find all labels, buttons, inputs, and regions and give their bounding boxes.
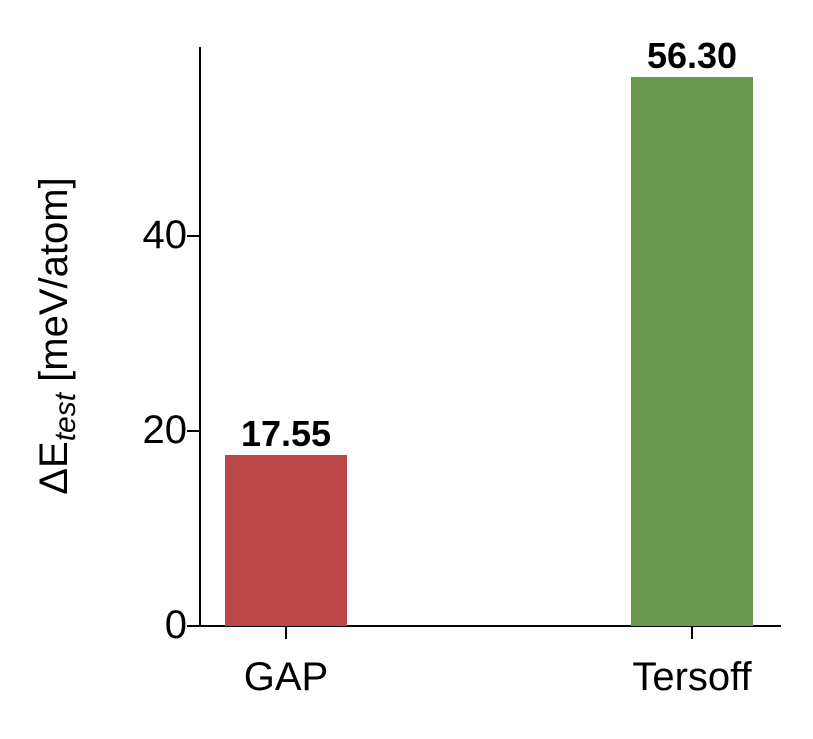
x-tick-label: GAP bbox=[243, 655, 329, 699]
bar-tersoff bbox=[631, 77, 753, 626]
bar-gap bbox=[225, 454, 347, 626]
bar-value-label: 56.30 bbox=[646, 35, 738, 77]
y-axis-label: ΔEtest [meV/atom] bbox=[32, 177, 82, 495]
y-tick bbox=[187, 235, 200, 238]
y-tick bbox=[187, 625, 200, 627]
x-axis-line bbox=[199, 625, 781, 627]
bar-value-label: 17.55 bbox=[240, 412, 332, 454]
x-tick bbox=[285, 626, 287, 639]
y-tick-label: 20 bbox=[142, 408, 188, 453]
x-tick bbox=[691, 626, 693, 639]
y-tick-label: 0 bbox=[164, 603, 187, 647]
y-tick bbox=[187, 430, 200, 433]
x-tick-label: Tersoff bbox=[632, 655, 752, 699]
y-axis-line bbox=[199, 47, 201, 627]
y-tick-label: 40 bbox=[142, 213, 188, 258]
